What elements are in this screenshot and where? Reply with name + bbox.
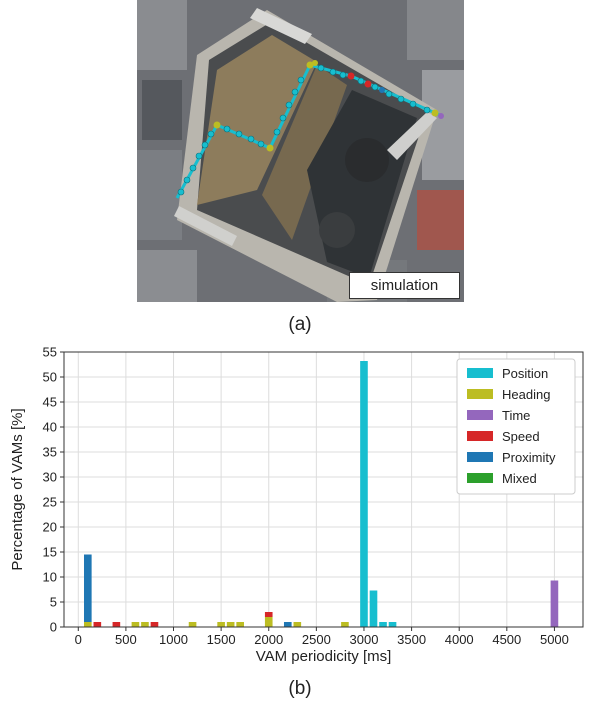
bar-heading <box>141 622 149 627</box>
x-tick-label: 0 <box>75 632 82 647</box>
aerial-map-drawing <box>137 0 464 302</box>
bar-position <box>360 361 368 627</box>
vam-periodicity-chart: 0 5 10 15 20 25 30 35 40 45 50 55 0 500 1000 1500 2000 25… <box>0 335 593 675</box>
bar-position <box>379 622 387 627</box>
caption-b: (b) <box>288 678 312 699</box>
simulation-label: simulation <box>349 272 460 299</box>
legend-label: Time <box>502 408 530 423</box>
y-tick-label: 10 <box>43 570 57 585</box>
bar-heading <box>293 622 302 627</box>
y-tick-label: 0 <box>50 620 57 635</box>
legend-label: Proximity <box>502 450 556 465</box>
route-markers <box>175 60 444 199</box>
aerial-map-image <box>137 0 464 302</box>
plot-frame <box>63 351 584 628</box>
legend-swatch <box>467 452 493 462</box>
y-tick-label: 25 <box>43 495 57 510</box>
bar-time <box>550 580 559 627</box>
y-tick-label: 20 <box>43 520 57 535</box>
bar-speed <box>93 622 102 627</box>
x-tick-label: 1500 <box>207 632 236 647</box>
y-axis-label: Percentage of VAMs [%] <box>9 408 26 570</box>
x-tick-label: 3000 <box>350 632 379 647</box>
y-tick-label: 15 <box>43 545 57 560</box>
legend-swatch <box>467 473 493 483</box>
x-axis-label: VAM periodicity [ms] <box>256 648 392 665</box>
x-tick-label: 4500 <box>492 632 521 647</box>
y-tick-label: 50 <box>43 370 57 385</box>
bar-heading <box>341 622 349 627</box>
legend-swatch <box>467 431 493 441</box>
bar-position <box>388 622 397 627</box>
legend-label: Position <box>502 366 548 381</box>
bar-proximity <box>83 554 92 622</box>
axes: 0 5 10 15 20 25 30 35 40 45 50 55 0 500 1000 1500 2000 25… <box>43 345 584 647</box>
chart-svg: 0 5 10 15 20 25 30 35 40 45 50 55 0 500 1000 1500 2000 25… <box>9 345 584 665</box>
y-tick-label: 30 <box>43 470 57 485</box>
bar-position <box>369 590 378 627</box>
bar-heading <box>83 622 92 627</box>
y-tick-label: 55 <box>43 345 57 360</box>
x-tick-label: 2500 <box>302 632 331 647</box>
x-tick-label: 5000 <box>540 632 569 647</box>
x-tick-label: 2000 <box>254 632 283 647</box>
bar-speed <box>150 622 159 627</box>
x-tick-label: 4000 <box>445 632 474 647</box>
bar-heading <box>217 622 225 627</box>
x-tick-label: 500 <box>115 632 137 647</box>
bars <box>83 361 559 627</box>
bar-speed <box>112 622 121 627</box>
legend-label: Mixed <box>502 471 537 486</box>
x-tick-label: 3500 <box>397 632 426 647</box>
legend-label: Heading <box>502 387 550 402</box>
y-tick-label: 5 <box>50 595 57 610</box>
legend: Position Heading Time Speed Proximity Mixed <box>456 358 576 495</box>
y-tick-label: 40 <box>43 420 57 435</box>
caption-a: (a) <box>288 314 312 335</box>
legend-swatch <box>467 368 493 378</box>
legend-swatch <box>467 410 493 420</box>
legend-swatch <box>467 389 493 399</box>
x-tick-label: 1000 <box>159 632 188 647</box>
legend-label: Speed <box>502 429 540 444</box>
bar-heading <box>188 622 197 627</box>
y-tick-label: 45 <box>43 395 57 410</box>
bar-heading <box>264 617 273 627</box>
bar-speed <box>264 612 273 617</box>
y-tick-label: 35 <box>43 445 57 460</box>
bar-heading <box>226 622 235 627</box>
bar-heading <box>236 622 244 627</box>
bar-heading <box>131 622 140 627</box>
bar-proximity <box>283 622 292 627</box>
